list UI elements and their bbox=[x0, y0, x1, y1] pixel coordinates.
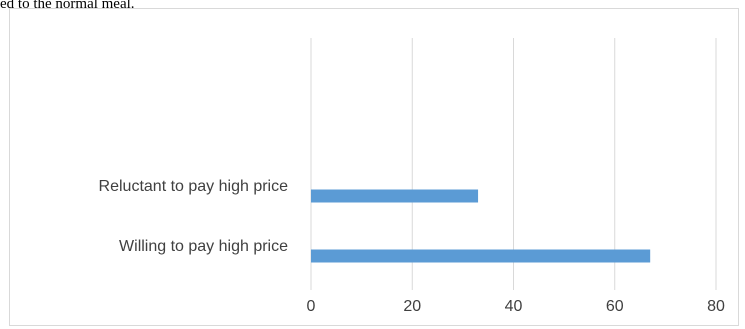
x-axis-tick-labels: 0 20 40 60 80 bbox=[307, 298, 725, 315]
x-tick-label: 40 bbox=[505, 298, 523, 315]
category-label: Willing to pay high price bbox=[119, 238, 288, 255]
chart-frame bbox=[9, 8, 739, 326]
gridlines bbox=[310, 38, 717, 290]
x-tick-label: 0 bbox=[307, 298, 316, 315]
x-tick-label: 60 bbox=[606, 298, 624, 315]
bars bbox=[311, 189, 651, 263]
bar-willing bbox=[311, 249, 651, 263]
bar-reluctant bbox=[311, 189, 479, 203]
x-tick-label: 20 bbox=[403, 298, 421, 315]
category-labels: Reluctant to pay high price Willing to pa… bbox=[99, 178, 289, 255]
x-tick-label: 80 bbox=[707, 298, 725, 315]
category-label: Reluctant to pay high price bbox=[99, 178, 289, 195]
